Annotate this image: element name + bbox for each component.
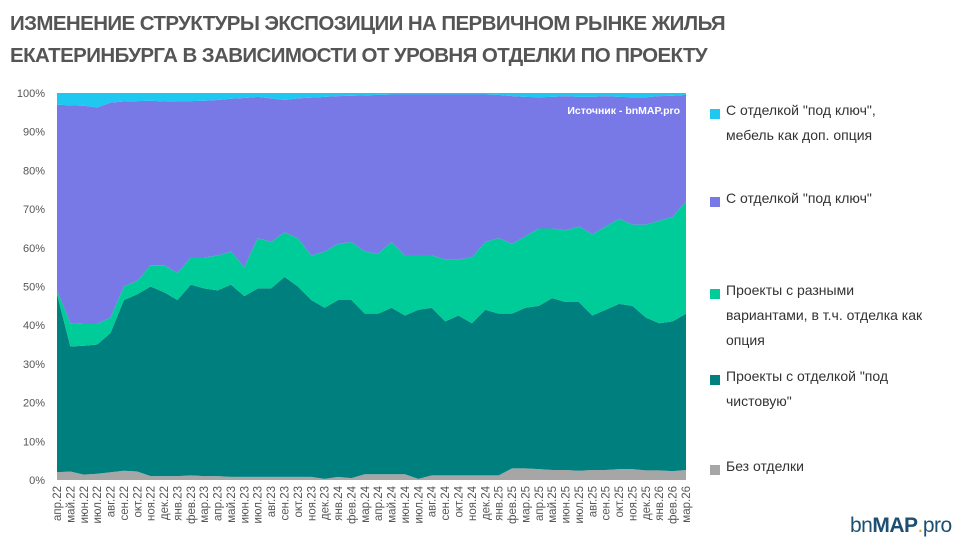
legend-label: Без отделки [726,458,805,474]
area-series-2 [57,201,686,347]
x-tick-label: окт.24 [453,485,465,517]
x-tick-label: ноя.24 [467,485,479,521]
legend-item-no-finish: Без отделки [710,458,804,479]
source-label: Источник - bnMAP.pro [567,105,680,117]
y-tick-label: 10% [23,436,45,448]
x-tick-label: мар.23 [199,486,211,523]
x-tick-label: окт.25 [614,486,626,518]
x-tick-label: янв.23 [172,486,184,521]
x-tick-label: авг.22 [106,486,118,517]
x-tick-label: окт.23 [293,486,305,518]
legend-label: вариантами, в т.ч. отделка как [726,307,923,323]
y-tick-label: 70% [23,204,45,216]
legend-label: С отделкой "под ключ", [726,102,876,118]
x-tick-label: апр.25 [534,486,546,521]
y-tick-label: 90% [23,127,45,139]
x-tick-label: дек.25 [641,486,653,520]
legend-label: С отделкой "под ключ" [726,190,872,206]
x-tick-label: авг.25 [587,486,599,517]
x-tick-label: фев.26 [668,486,680,524]
x-tick-label: мар.25 [520,486,532,523]
x-tick-label: мар.26 [681,486,693,523]
x-tick-label: май.25 [547,486,559,523]
legend-swatch [710,109,720,119]
legend-item-mixed-options: Проекты с разными вариантами, в т.ч. отд… [710,282,923,353]
x-tick-label: сен.24 [440,485,452,520]
x-tick-label: дек.24 [480,485,492,520]
x-tick-label: июн.22 [79,486,91,523]
x-tick-label: июн.23 [239,486,251,523]
y-tick-label: 20% [23,398,45,410]
x-tick-label: авг.23 [266,486,278,517]
legend-item-turnkey-furniture: С отделкой "под ключ", мебель как доп. о… [710,102,876,148]
x-tick-label: май.22 [65,486,77,523]
legend-label: опция [726,332,765,348]
x-tick-label: апр.24 [373,485,385,521]
legend-item-prefinish: Проекты с отделкой "под чистовую" [710,368,888,414]
legend-swatch [710,197,720,207]
x-tick-label: сен.22 [119,486,131,520]
legend-item-turnkey: С отделкой "под ключ" [710,190,872,211]
chart-title-line-2: ЕКАТЕРИНБУРГА В ЗАВИСИМОСТИ ОТ УРОВНЯ ОТ… [10,44,708,67]
x-tick-label: апр.22 [52,486,64,521]
x-tick-label: апр.23 [213,486,225,521]
y-tick-label: 60% [23,243,45,255]
x-tick-label: июн.24 [400,485,412,523]
x-tick-label: янв.26 [654,486,666,521]
legend-label: чистовую" [726,393,792,409]
y-tick-label: 0% [29,475,45,487]
x-tick-label: ноя.25 [627,486,639,521]
areas-layer [57,93,686,480]
x-tick-label: июл.25 [574,486,586,524]
x-axis: апр.22 май.22 июн.22 июл.22 авг.22 сен.22 окт.… [52,485,693,524]
y-tick-label: 100% [17,88,45,100]
chart-title-line-1: ИЗМЕНЕНИЕ СТРУКТУРЫ ЭКСПОЗИЦИИ НА ПЕРВИЧ… [10,12,726,35]
x-tick-label: мар.24 [360,485,372,522]
x-tick-label: янв.25 [494,486,506,521]
legend-label: Проекты с отделкой "под [726,368,889,384]
x-tick-label: фев.24 [346,485,358,524]
legend-label: Проекты с разными [726,282,855,298]
area-series-3 [57,94,686,325]
y-tick-label: 30% [23,359,45,371]
legend-label: мебель как доп. опция [726,127,873,143]
x-tick-label: окт.22 [132,486,144,518]
x-tick-label: ноя.23 [306,486,318,521]
x-tick-label: фев.23 [186,486,198,524]
legend-swatch [710,289,720,299]
x-tick-label: сен.23 [280,486,292,520]
x-tick-label: июл.23 [253,486,265,524]
bnmap-logo: bnMAP.pro [850,514,952,537]
x-tick-label: сен.25 [601,486,613,520]
y-tick-label: 40% [23,320,45,332]
x-tick-label: авг.24 [427,485,439,517]
y-tick-label: 50% [23,282,45,294]
x-tick-label: фев.25 [507,486,519,524]
area-series-4 [57,93,686,108]
legend-swatch [710,375,720,385]
x-tick-label: дек.22 [159,486,171,520]
x-tick-label: июл.24 [413,485,425,523]
y-tick-label: 80% [23,165,45,177]
x-tick-label: янв.24 [333,485,345,520]
x-tick-label: дек.23 [320,486,332,520]
x-tick-label: июл.22 [92,486,104,524]
legend-swatch [710,465,720,475]
chart-title: ИЗМЕНЕНИЕ СТРУКТУРЫ ЭКСПОЗИЦИИ НА ПЕРВИЧ… [10,8,726,72]
x-tick-label: июн.25 [561,486,573,523]
area-series-1 [57,276,686,479]
y-axis: 0% 10% 20% 30% 40% 50% 60% 70% 80% 90% 100% [17,88,45,487]
x-tick-label: май.24 [387,485,399,522]
x-tick-label: май.23 [226,486,238,523]
x-tick-label: ноя.22 [146,486,158,521]
